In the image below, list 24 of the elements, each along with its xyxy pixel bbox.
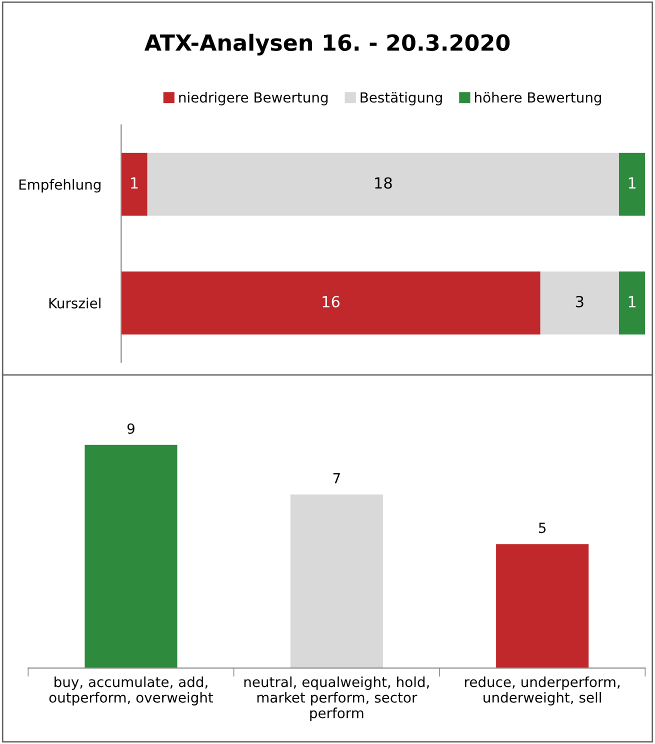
y-tick-label: Kursziel bbox=[49, 298, 100, 308]
chart-title: ATX-Analysen 16. - 20.3.2020 bbox=[144, 34, 510, 56]
data-label: 9 bbox=[127, 423, 134, 434]
data-label: 3 bbox=[576, 296, 584, 308]
bar bbox=[147, 152, 619, 216]
data-label: 1 bbox=[628, 177, 636, 189]
data-label: 18 bbox=[375, 177, 392, 189]
legend-label: Bestätigung bbox=[360, 92, 442, 106]
x-tick-label: neutral, equalweight, hold, market perform, sector perform bbox=[244, 676, 429, 721]
bar bbox=[540, 272, 619, 334]
data-label: 5 bbox=[538, 522, 546, 534]
bar bbox=[121, 272, 540, 334]
data-label: 1 bbox=[131, 177, 138, 189]
bar bbox=[121, 152, 148, 216]
data-label: 16 bbox=[322, 296, 340, 308]
legend-label: höhere Bewertung bbox=[474, 92, 602, 106]
data-label: 1 bbox=[628, 296, 636, 308]
x-tick-label: buy, accumulate, add, outperform, overweight bbox=[49, 676, 214, 706]
bar bbox=[618, 152, 646, 216]
data-label: 7 bbox=[333, 473, 340, 484]
bar bbox=[618, 272, 646, 334]
x-tick-label: reduce, underperform, underweight, sell bbox=[465, 676, 620, 706]
y-tick-label: Empfehlung bbox=[19, 179, 100, 192]
legend-label: niedrigere Bewertung bbox=[179, 92, 328, 106]
